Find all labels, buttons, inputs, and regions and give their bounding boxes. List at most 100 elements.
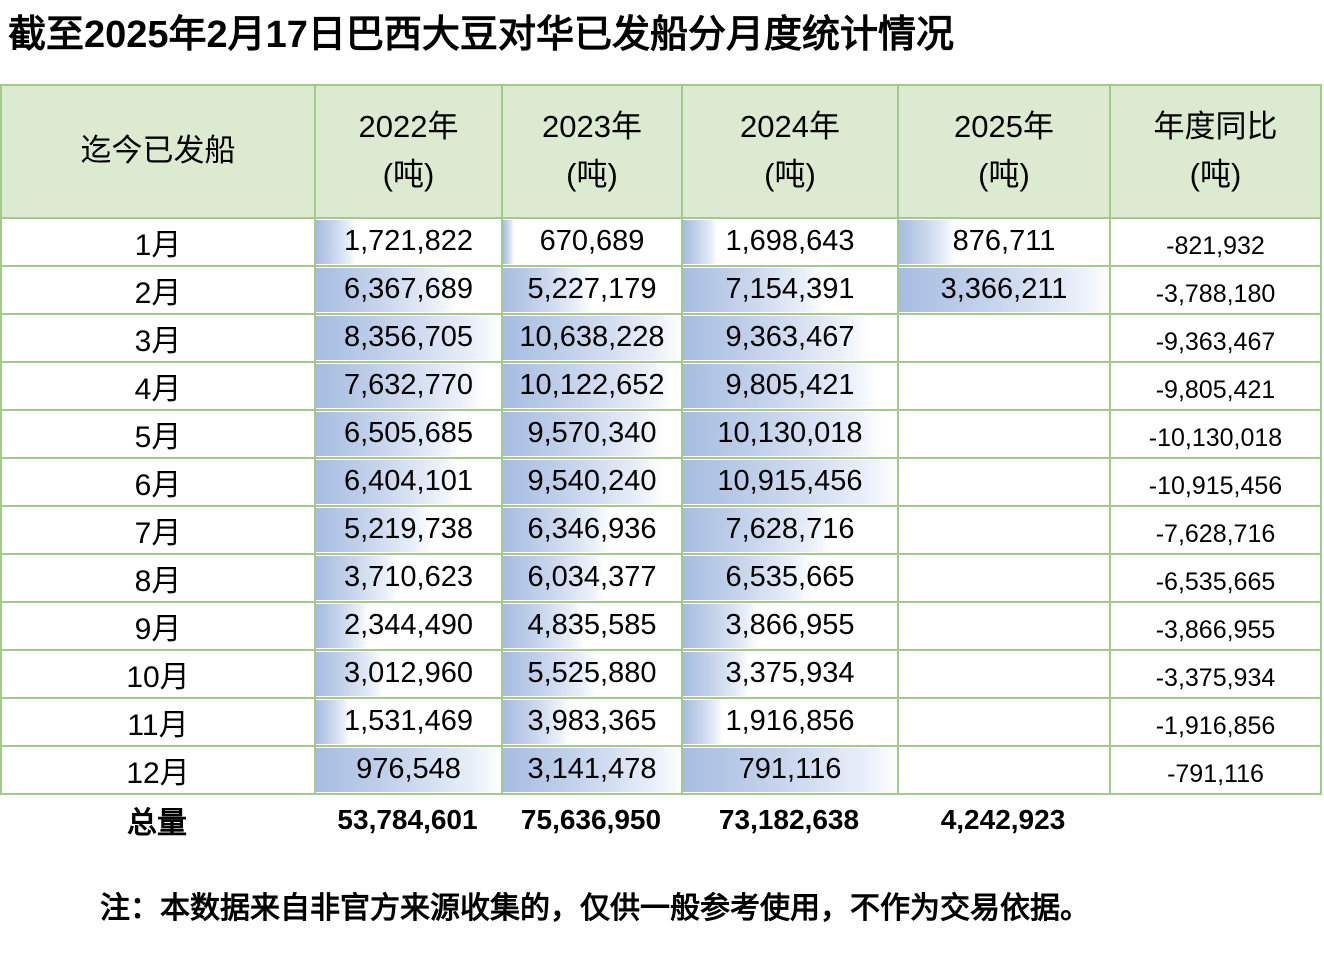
- total-2024: 73,182,638: [718, 803, 860, 835]
- month-cell: 1月: [2, 216, 316, 265]
- value-cell: 670,689: [503, 216, 683, 265]
- data-bar: [503, 603, 584, 648]
- value-cell: 3,012,960: [316, 648, 503, 697]
- yoy-cell: -1,916,856: [1111, 696, 1320, 745]
- data-bar: [316, 651, 383, 696]
- value-cell: [899, 312, 1111, 361]
- data-bar: [316, 699, 350, 744]
- yoy-cell: -10,130,018: [1111, 408, 1320, 457]
- shipment-table: 迄今已发船 2022年 (吨) 2023年 (吨) 2024年 (吨) 2025年 (吨) 年度…: [0, 83, 1322, 795]
- month-cell: 12月: [2, 744, 316, 793]
- value-cell: 5,525,880: [503, 648, 683, 697]
- total-2022: 53,784,601: [337, 803, 478, 835]
- value-cell: 1,916,856: [683, 696, 899, 745]
- data-bar: [316, 507, 431, 552]
- value-cell: 876,711: [899, 216, 1111, 265]
- header-col-2023: 2023年 (吨): [503, 85, 683, 217]
- total-label: 总量: [127, 806, 187, 840]
- data-bar: [503, 267, 591, 312]
- header-col-2025: 2025年 (吨): [899, 85, 1111, 217]
- data-bar: [316, 747, 501, 792]
- header-row: 迄今已发船 2022年 (吨) 2023年 (吨) 2024年 (吨) 2025年 (吨) 年度…: [2, 85, 1320, 217]
- yoy-cell: -3,866,955: [1111, 600, 1320, 649]
- value-cell: 10,915,456: [683, 456, 899, 505]
- data-bar: [316, 411, 461, 456]
- value-cell: [899, 504, 1111, 553]
- month-cell: 4月: [2, 360, 316, 409]
- table-row: 10月 3,012,960 5,525,880 3,375,934 -3,375,934: [2, 648, 1320, 697]
- value-cell: [899, 744, 1111, 793]
- value-cell: 10,130,018: [683, 408, 899, 457]
- data-bar: [503, 219, 514, 264]
- value-cell: 1,721,822: [316, 216, 503, 265]
- value-cell: 8,356,705: [316, 312, 503, 361]
- value-cell: [899, 408, 1111, 457]
- data-bar: [316, 219, 355, 264]
- month-cell: 9月: [2, 600, 316, 649]
- value-cell: 3,983,365: [503, 696, 683, 745]
- value-cell: 2,344,490: [316, 600, 503, 649]
- value-cell: [899, 648, 1111, 697]
- yoy-cell: -7,628,716: [1111, 504, 1320, 553]
- value-cell: [899, 360, 1111, 409]
- month-cell: 6月: [2, 456, 316, 505]
- value-cell: 7,632,770: [316, 360, 503, 409]
- table-row: 5月 6,505,685 9,570,340 10,130,018 -10,130,01…: [2, 408, 1320, 457]
- data-bar: [683, 507, 833, 552]
- yoy-cell: -9,363,467: [1111, 312, 1320, 361]
- yoy-cell: -6,535,665: [1111, 552, 1320, 601]
- total-yoy: [1109, 795, 1318, 845]
- value-cell: 6,404,101: [316, 456, 503, 505]
- table-row: 2月 6,367,689 5,227,179 7,154,391 3,366,211 -3…: [2, 264, 1320, 313]
- table-body: 1月 1,721,822 670,689 1,698,643 876,711 -821,9…: [2, 216, 1320, 793]
- yoy-cell: -791,116: [1111, 744, 1320, 793]
- value-cell: 9,363,467: [683, 312, 899, 361]
- data-bar: [683, 699, 722, 744]
- yoy-cell: -10,915,456: [1111, 456, 1320, 505]
- data-bar: [503, 651, 596, 696]
- value-cell: 6,034,377: [503, 552, 683, 601]
- table-row: 9月 2,344,490 4,835,585 3,866,955 -3,866,955: [2, 600, 1320, 649]
- data-bar: [503, 555, 605, 600]
- value-cell: 3,866,955: [683, 600, 899, 649]
- total-row: 总量 53,784,601 75,636,950 73,182,638 4,24…: [0, 795, 1324, 845]
- header-col-yoy: 年度同比 (吨): [1153, 109, 1278, 193]
- value-cell: 5,227,179: [503, 264, 683, 313]
- month-cell: 7月: [2, 504, 316, 553]
- page-title: 截至2025年2月17日巴西大豆对华已发船分月度统计情况: [8, 14, 954, 56]
- yoy-cell: -9,805,421: [1111, 360, 1320, 409]
- table-row: 4月 7,632,770 10,122,652 9,805,421 -9,805,421: [2, 360, 1320, 409]
- total-2025: 4,242,923: [940, 803, 1066, 835]
- value-cell: 9,805,421: [683, 360, 899, 409]
- data-bar: [503, 363, 673, 408]
- month-cell: 10月: [2, 648, 316, 697]
- table-row: 3月 8,356,705 10,638,228 9,363,467 -9,363,467: [2, 312, 1320, 361]
- value-cell: 9,570,340: [503, 408, 683, 457]
- value-cell: 4,835,585: [503, 600, 683, 649]
- month-cell: 2月: [2, 264, 316, 313]
- table-row: 6月 6,404,101 9,540,240 10,915,456 -10,915,45…: [2, 456, 1320, 505]
- value-cell: 6,535,665: [683, 552, 899, 601]
- data-bar: [503, 459, 664, 504]
- data-bar: [683, 411, 883, 456]
- value-cell: 1,698,643: [683, 216, 899, 265]
- data-bar: [683, 363, 876, 408]
- data-bar: [503, 315, 681, 360]
- table-row: 12月 976,548 3,141,478 791,116 -791,116: [2, 744, 1320, 793]
- page: 截至2025年2月17日巴西大豆对华已发船分月度统计情况 迄今已发船 2022年…: [0, 14, 1324, 927]
- month-cell: 11月: [2, 696, 316, 745]
- table-row: 1月 1,721,822 670,689 1,698,643 876,711 -821,9…: [2, 216, 1320, 265]
- data-bar: [899, 219, 954, 264]
- data-bar: [316, 315, 501, 360]
- value-cell: 7,154,391: [683, 264, 899, 313]
- footnote: 注：本数据来自非官方来源收集的，仅供一般参考使用，不作为交易依据。: [100, 891, 1090, 925]
- yoy-cell: -3,788,180: [1111, 264, 1320, 313]
- value-cell: 6,505,685: [316, 408, 503, 457]
- value-cell: 10,122,652: [503, 360, 683, 409]
- data-bar: [316, 603, 368, 648]
- data-bar: [683, 459, 897, 504]
- data-bar: [899, 267, 1109, 312]
- value-cell: 1,531,469: [316, 696, 503, 745]
- month-cell: 8月: [2, 552, 316, 601]
- value-cell: 976,548: [316, 744, 503, 793]
